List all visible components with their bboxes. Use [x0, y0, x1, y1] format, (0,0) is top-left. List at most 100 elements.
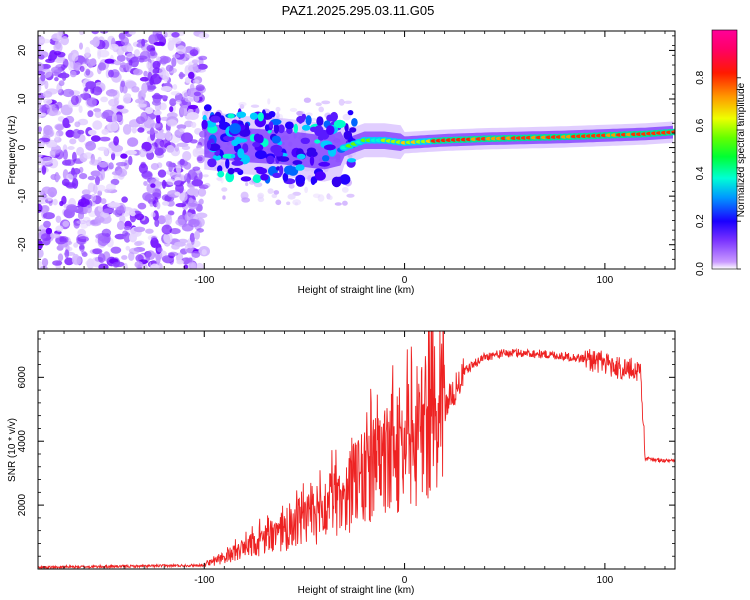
y-tick-label: 4000 — [17, 430, 28, 453]
noise-blob — [85, 68, 91, 76]
signal-blob — [231, 139, 239, 147]
signal-blob — [257, 112, 264, 122]
noise-blob — [167, 210, 175, 216]
noise-blob — [104, 58, 115, 64]
noise-blob — [167, 40, 175, 51]
noise-blob — [164, 195, 172, 202]
noise-blob — [38, 110, 42, 119]
noise-blob — [184, 97, 194, 103]
noise-blob — [109, 89, 116, 94]
colorbar-tick-label: 0.4 — [695, 166, 706, 180]
noise-blob — [52, 198, 58, 206]
noise-blob — [197, 187, 207, 197]
signal-blob — [231, 160, 244, 166]
noise-blob — [188, 218, 200, 228]
noise-blob — [91, 31, 99, 35]
noise-blob — [296, 110, 303, 116]
noise-blob — [273, 190, 280, 195]
noise-blob — [163, 232, 173, 244]
signal-blob — [231, 154, 236, 159]
noise-blob — [77, 118, 89, 126]
noise-blob — [40, 73, 46, 82]
y-tick-label: 6000 — [17, 366, 28, 389]
noise-blob — [67, 146, 75, 150]
signal-blob — [279, 165, 284, 176]
noise-blob — [139, 76, 149, 82]
figure-title: PAZ1.2025.295.03.11.G05 — [282, 3, 435, 18]
x-tick-label: -100 — [194, 275, 214, 286]
noise-blob — [92, 36, 100, 48]
noise-blob — [328, 195, 333, 200]
noise-blob — [151, 100, 162, 106]
noise-blob — [113, 174, 119, 180]
noise-blob — [41, 258, 49, 267]
noise-blob — [150, 237, 159, 248]
signal-blob — [256, 134, 264, 144]
noise-blob — [49, 150, 56, 159]
noise-blob — [155, 132, 167, 140]
noise-blob — [56, 31, 63, 40]
noise-blob — [267, 98, 271, 105]
noise-blob — [150, 183, 156, 188]
signal-blob — [237, 148, 245, 159]
noise-blob — [135, 240, 145, 246]
noise-blob — [55, 225, 64, 232]
noise-blob — [85, 140, 96, 151]
signal-blob — [225, 158, 230, 169]
spectrogram-marks — [38, 31, 675, 269]
noise-blob — [121, 255, 128, 260]
noise-blob — [346, 193, 355, 198]
noise-blob — [286, 201, 291, 206]
noise-blob — [100, 198, 107, 205]
y-tick-label: 20 — [17, 44, 28, 56]
noise-blob — [92, 120, 103, 130]
noise-blob — [176, 45, 187, 55]
noise-blob — [114, 60, 122, 66]
signal-blob — [273, 122, 280, 134]
signal-blob — [252, 141, 261, 148]
noise-blob — [50, 110, 62, 116]
noise-blob — [47, 196, 52, 202]
noise-blob — [134, 49, 140, 57]
colorbar-label: Normalized spectral amplitude — [736, 82, 747, 217]
signal-blob — [207, 158, 217, 168]
signal-blob — [201, 119, 208, 130]
noise-blob — [198, 55, 208, 61]
noise-blob — [85, 81, 97, 90]
signal-blob — [301, 124, 311, 131]
noise-blob — [253, 182, 263, 188]
noise-blob — [62, 88, 75, 98]
noise-blob — [98, 62, 106, 71]
noise-blob — [186, 112, 199, 120]
noise-blob — [160, 86, 172, 92]
noise-blob — [217, 177, 223, 182]
snr-xlabel: Height of straight line (km) — [298, 585, 415, 596]
noise-blob — [191, 59, 199, 64]
noise-blob — [342, 200, 348, 206]
noise-blob — [91, 135, 101, 142]
noise-blob — [250, 104, 260, 108]
signal-blob — [249, 112, 259, 120]
signal-blob — [255, 150, 267, 160]
noise-blob — [149, 77, 154, 86]
signal-blob — [344, 123, 349, 133]
noise-blob — [190, 235, 195, 246]
y-tick-label: 2000 — [17, 494, 28, 517]
noise-blob — [116, 105, 125, 110]
noise-blob — [86, 97, 98, 107]
noise-blob — [58, 80, 65, 87]
x-tick-label: -100 — [194, 575, 214, 586]
noise-blob — [271, 193, 278, 199]
noise-blob — [74, 121, 81, 128]
spectrogram-ylabel: Frequency (Hz) — [7, 116, 18, 185]
noise-blob — [87, 110, 94, 118]
noise-blob — [175, 219, 186, 226]
noise-blob — [133, 226, 146, 233]
signal-blob — [347, 158, 357, 163]
snr-panel: -100 0 100 2000 4000 6000 Height of straight … — [7, 330, 676, 596]
noise-blob — [87, 175, 96, 181]
signal-blob — [306, 147, 317, 154]
noise-blob — [257, 196, 265, 203]
noise-blob — [267, 188, 274, 194]
noise-blob — [55, 215, 62, 223]
